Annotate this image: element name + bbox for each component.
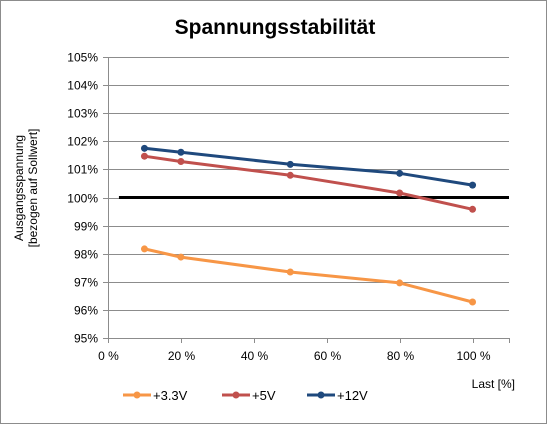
x-axis-label: Last [%] <box>472 377 515 391</box>
series-line <box>144 247 473 304</box>
y-tick-label: 104% <box>67 79 98 93</box>
y-tick-label: 100% <box>67 192 98 206</box>
series-line <box>144 154 473 211</box>
y-tick-labels: 95% 96% 97% 98% 99% 100% 101% 102% 103% 104% 105% <box>67 51 98 346</box>
data-point <box>469 181 477 189</box>
data-point <box>469 298 477 306</box>
x-tick-label: 40 % <box>241 349 269 363</box>
data-point <box>396 189 404 197</box>
y-tick-label: 96% <box>74 304 98 318</box>
data-point <box>140 245 148 253</box>
x-tick-label: 0 % <box>98 349 119 363</box>
legend-marker <box>133 391 141 399</box>
legend-marker <box>317 391 325 399</box>
data-point <box>177 158 185 166</box>
data-point <box>286 160 294 168</box>
x-tick-labels: 0 % 20 % 40 % 60 % 80 % 100 % <box>98 349 491 363</box>
y-axis-label-line2: [bezogen auf Sollwert] <box>26 129 40 248</box>
legend-marker <box>232 391 240 399</box>
x-tick-label: 80 % <box>387 349 415 363</box>
data-point <box>396 169 404 177</box>
y-tick-label: 97% <box>74 276 98 290</box>
data-point <box>177 148 185 156</box>
data-point <box>140 144 148 152</box>
legend-label: +12V <box>337 388 368 403</box>
y-tick-label: 98% <box>74 248 98 262</box>
y-axis-label-line1: Ausgangsspannung <box>12 135 26 241</box>
x-tick-label: 100 % <box>456 349 490 363</box>
axes <box>103 57 510 343</box>
x-tick-label: 20 % <box>168 349 196 363</box>
data-point <box>396 279 404 287</box>
chart-title: Spannungsstabilität <box>175 16 376 39</box>
data-point <box>286 268 294 276</box>
data-point <box>286 171 294 179</box>
legend-label: +3.3V <box>153 388 188 403</box>
data-point <box>140 152 148 160</box>
x-tick-label: 60 % <box>314 349 342 363</box>
y-tick-label: 102% <box>67 135 98 149</box>
y-tick-label: 105% <box>67 51 98 65</box>
series <box>140 144 477 306</box>
y-tick-label: 103% <box>67 107 98 121</box>
y-axis-label: Ausgangsspannung [bezogen auf Sollwert] <box>12 129 40 248</box>
legend: +3.3V +5V +12V <box>123 388 368 403</box>
data-point <box>177 253 185 261</box>
legend-label: +5V <box>252 388 276 403</box>
y-tick-label: 95% <box>74 332 98 346</box>
data-point <box>469 205 477 213</box>
y-tick-label: 101% <box>67 163 98 177</box>
y-tick-label: 99% <box>74 220 98 234</box>
